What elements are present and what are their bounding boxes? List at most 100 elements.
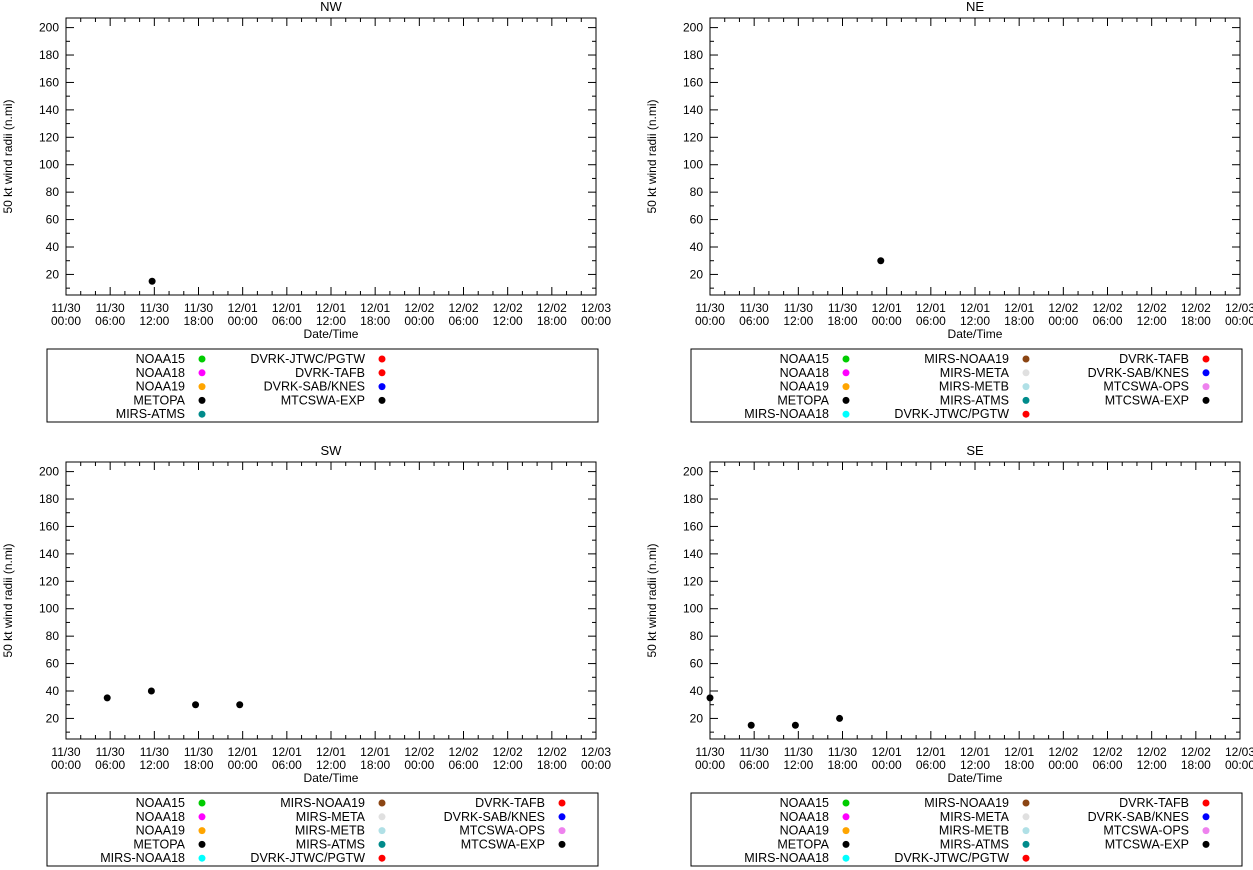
x-tick-time: 18:00 xyxy=(827,314,857,328)
legend-dot xyxy=(1022,813,1030,821)
x-tick-time: 00:00 xyxy=(1048,314,1078,328)
y-tick-label: 180 xyxy=(39,492,59,506)
x-tick-date: 11/30 xyxy=(828,745,857,759)
x-tick-date: 12/03 xyxy=(1225,301,1253,315)
legend-label: MIRS-NOAA18 xyxy=(744,407,829,421)
x-tick-date: 11/30 xyxy=(140,301,169,315)
legend-dot xyxy=(198,383,206,391)
x-tick-time: 12:00 xyxy=(139,758,169,772)
x-tick-date: 12/02 xyxy=(537,301,567,315)
legend-dot xyxy=(378,813,386,821)
legend-label: NOAA15 xyxy=(780,796,829,810)
y-tick-label: 100 xyxy=(39,158,59,172)
x-tick-date: 12/03 xyxy=(581,301,611,315)
y-tick-label: 180 xyxy=(683,492,703,506)
x-tick-date: 12/01 xyxy=(872,745,902,759)
legend-label: DVRK-SAB/KNES xyxy=(264,380,365,394)
y-tick-label: 180 xyxy=(683,48,703,62)
legend-dot xyxy=(378,854,386,862)
y-tick-label: 180 xyxy=(39,48,59,62)
x-tick-time: 12:00 xyxy=(316,314,346,328)
plot-border xyxy=(709,17,1241,296)
x-tick-time: 06:00 xyxy=(95,758,125,772)
legend-dot xyxy=(558,840,566,848)
legend-dot xyxy=(1202,383,1210,391)
x-tick-time: 18:00 xyxy=(183,758,213,772)
legend-dot xyxy=(1202,369,1210,377)
x-tick-date: 12/01 xyxy=(360,301,390,315)
x-tick-date: 11/30 xyxy=(828,301,857,315)
x-tick-time: 00:00 xyxy=(872,314,902,328)
y-tick-label: 160 xyxy=(39,75,59,89)
x-tick-date: 12/02 xyxy=(1092,745,1122,759)
legend-label: NOAA19 xyxy=(780,824,829,838)
legend-label: NOAA15 xyxy=(136,352,185,366)
legend-dot xyxy=(1022,854,1030,862)
legend-label: MTCSWA-OPS xyxy=(1103,380,1189,394)
x-tick-date: 12/01 xyxy=(228,745,258,759)
x-tick-date: 11/30 xyxy=(51,745,80,759)
x-axis-label: Date/Time xyxy=(304,327,359,341)
x-tick-date: 12/02 xyxy=(537,745,567,759)
y-tick-label: 120 xyxy=(683,130,703,144)
x-tick-time: 12:00 xyxy=(1137,314,1167,328)
x-tick-time: 12:00 xyxy=(493,314,523,328)
y-tick-label: 20 xyxy=(690,267,704,281)
legend-dot xyxy=(842,854,850,862)
y-axis-label: 50 kt wind radii (n.mi) xyxy=(1,99,15,213)
legend-label: NOAA19 xyxy=(780,380,829,394)
y-axis-label: 50 kt wind radii (n.mi) xyxy=(645,543,659,657)
legend-label: NOAA19 xyxy=(136,380,185,394)
legend-label: DVRK-JTWC/PGTW xyxy=(894,407,1009,421)
data-point xyxy=(791,721,799,729)
y-tick-label: 200 xyxy=(39,21,59,35)
x-tick-time: 12:00 xyxy=(316,758,346,772)
legend-label: DVRK-TAFB xyxy=(295,366,365,380)
legend-label: DVRK-SAB/KNES xyxy=(444,810,545,824)
x-tick-date: 12/02 xyxy=(1137,301,1167,315)
panel-title: NW xyxy=(320,0,342,14)
x-tick-time: 00:00 xyxy=(581,758,611,772)
legend-dot xyxy=(1022,383,1030,391)
x-tick-date: 12/02 xyxy=(404,301,434,315)
panel-title: NE xyxy=(966,0,984,14)
y-axis-label: 50 kt wind radii (n.mi) xyxy=(645,99,659,213)
legend-dot xyxy=(1202,813,1210,821)
x-tick-time: 18:00 xyxy=(1181,314,1211,328)
legend-label: DVRK-SAB/KNES xyxy=(1088,810,1189,824)
legend-label: MTCSWA-EXP xyxy=(1105,393,1189,407)
x-tick-time: 18:00 xyxy=(360,758,390,772)
legend-dot xyxy=(1022,369,1030,377)
x-tick-time: 18:00 xyxy=(183,314,213,328)
legend-dot xyxy=(842,355,850,363)
x-tick-time: 06:00 xyxy=(916,314,946,328)
x-tick-time: 00:00 xyxy=(228,314,258,328)
y-tick-label: 140 xyxy=(39,547,59,561)
legend-dot xyxy=(378,840,386,848)
legend-dot xyxy=(842,410,850,418)
x-axis-label: Date/Time xyxy=(304,771,359,785)
legend-label: MIRS-NOAA18 xyxy=(100,851,185,865)
legend-border xyxy=(46,792,599,867)
legend-label: METOPA xyxy=(133,837,185,851)
y-tick-label: 80 xyxy=(690,629,704,643)
legend-label: NOAA15 xyxy=(136,796,185,810)
legend-dot xyxy=(558,827,566,835)
legend-label: MTCSWA-EXP xyxy=(461,837,545,851)
legend-label: METOPA xyxy=(777,837,829,851)
y-tick-label: 100 xyxy=(39,602,59,616)
x-tick-date: 12/02 xyxy=(448,301,478,315)
x-tick-date: 12/01 xyxy=(272,301,302,315)
x-tick-time: 06:00 xyxy=(448,758,478,772)
x-tick-time: 00:00 xyxy=(228,758,258,772)
x-tick-date: 11/30 xyxy=(184,745,213,759)
x-tick-date: 12/01 xyxy=(916,301,946,315)
x-tick-time: 12:00 xyxy=(139,314,169,328)
x-tick-time: 00:00 xyxy=(695,314,725,328)
y-axis-label: 50 kt wind radii (n.mi) xyxy=(1,543,15,657)
x-tick-time: 12:00 xyxy=(783,314,813,328)
x-tick-date: 12/01 xyxy=(872,301,902,315)
legend-label: MTCSWA-OPS xyxy=(1103,824,1189,838)
